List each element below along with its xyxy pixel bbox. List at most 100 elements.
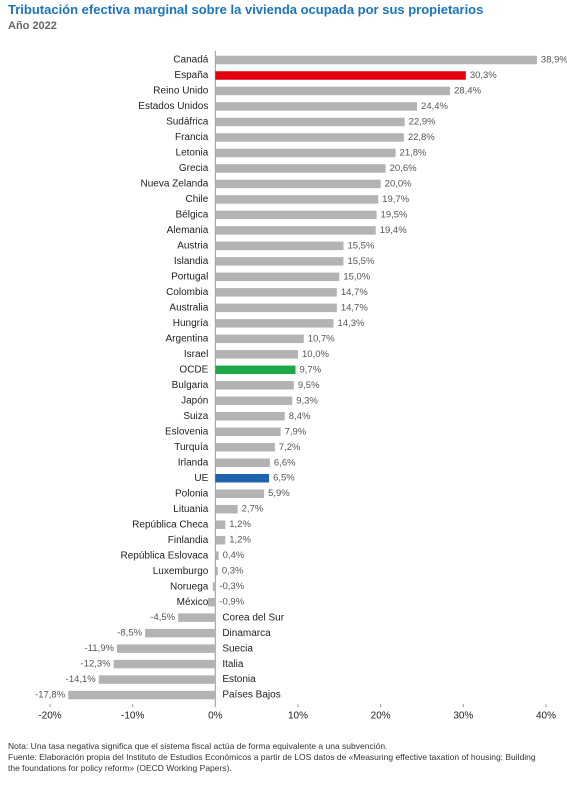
bar bbox=[98, 675, 216, 684]
notes: Nota: Una tasa negativa significa que el… bbox=[8, 741, 548, 774]
category-label: República Eslovaca bbox=[121, 550, 209, 561]
category-label: Polonia bbox=[175, 488, 209, 499]
bar bbox=[215, 55, 537, 65]
value-label: 9,5% bbox=[298, 380, 320, 391]
bar bbox=[215, 86, 451, 96]
value-label: 0,4% bbox=[223, 550, 245, 561]
category-label: Luxemburgo bbox=[153, 566, 209, 577]
bar bbox=[215, 164, 386, 173]
bar bbox=[215, 443, 275, 452]
category-label: Grecia bbox=[179, 163, 209, 174]
category-label: Alemania bbox=[167, 225, 209, 236]
value-label: -11,9% bbox=[85, 643, 115, 654]
value-label: 10,7% bbox=[308, 333, 335, 344]
value-label: -14,1% bbox=[66, 674, 97, 685]
x-tick-label: 20% bbox=[371, 711, 391, 722]
category-label: Noruega bbox=[170, 581, 209, 592]
x-tick-label: -10% bbox=[121, 711, 144, 722]
value-label: -4,5% bbox=[150, 612, 175, 623]
value-label: 15,5% bbox=[347, 256, 374, 267]
category-label: Islandia bbox=[174, 256, 209, 267]
category-label: UE bbox=[194, 473, 208, 484]
category-label: Países Bajos bbox=[222, 690, 280, 701]
value-label: 15,5% bbox=[347, 240, 374, 251]
category-label: Chile bbox=[186, 194, 209, 205]
note: Fuente: Elaboración propia del Instituto… bbox=[8, 752, 536, 773]
bar bbox=[215, 365, 296, 375]
bar bbox=[116, 644, 216, 653]
category-label: Canadá bbox=[173, 55, 208, 66]
value-label: 6,6% bbox=[274, 457, 296, 468]
category-label: Bélgica bbox=[176, 210, 209, 221]
bar bbox=[215, 520, 226, 529]
bar bbox=[113, 659, 216, 669]
category-label: Suiza bbox=[183, 411, 208, 422]
x-tick-label: 0% bbox=[208, 711, 223, 722]
value-label: 7,9% bbox=[285, 426, 307, 437]
note: Nota: Una tasa negativa significa que el… bbox=[8, 741, 388, 751]
bar bbox=[215, 257, 344, 266]
value-label: 14,7% bbox=[341, 287, 368, 298]
bar bbox=[215, 412, 285, 421]
value-label: 2,7% bbox=[242, 504, 264, 515]
bar bbox=[215, 334, 304, 344]
bar bbox=[215, 133, 404, 142]
category-label: Japón bbox=[181, 395, 208, 406]
category-label: Dinamarca bbox=[222, 628, 271, 639]
bar bbox=[215, 504, 238, 514]
bar bbox=[215, 71, 466, 80]
value-label: 21,8% bbox=[400, 147, 427, 158]
category-label: Australia bbox=[169, 302, 208, 313]
x-tick-label: 10% bbox=[288, 711, 308, 722]
value-label: 1,2% bbox=[229, 535, 251, 546]
value-label: -12,3% bbox=[81, 659, 112, 670]
value-label: 1,2% bbox=[229, 519, 251, 530]
value-label: -17,8% bbox=[35, 690, 66, 701]
category-label: Sudáfrica bbox=[166, 117, 209, 128]
bar bbox=[215, 272, 340, 282]
bar bbox=[215, 195, 379, 204]
bar bbox=[145, 628, 216, 638]
value-label: -8,5% bbox=[117, 628, 142, 639]
bar bbox=[215, 117, 405, 127]
bar bbox=[68, 690, 216, 700]
bar bbox=[212, 582, 216, 591]
category-label: Reino Unido bbox=[153, 86, 208, 97]
x-tick-label: -20% bbox=[38, 711, 61, 722]
category-label: Francia bbox=[175, 132, 209, 143]
bar bbox=[215, 551, 219, 560]
category-label: Finlandia bbox=[168, 535, 209, 546]
value-label: 8,4% bbox=[289, 411, 311, 422]
value-label: 28,4% bbox=[454, 85, 481, 96]
bar bbox=[215, 473, 270, 483]
bar bbox=[178, 613, 216, 622]
bar bbox=[215, 241, 344, 251]
category-label: Estados Unidos bbox=[138, 101, 208, 112]
value-label: 5,9% bbox=[268, 488, 290, 499]
category-label: Nueva Zelanda bbox=[141, 179, 209, 190]
category-label: Turquía bbox=[174, 442, 209, 453]
value-label: 19,4% bbox=[380, 225, 407, 236]
value-label: 22,9% bbox=[409, 116, 436, 127]
value-label: 9,7% bbox=[300, 364, 322, 375]
category-label: Hungría bbox=[173, 318, 209, 329]
category-label: Colombia bbox=[166, 287, 209, 298]
category-label: México bbox=[177, 597, 209, 608]
chart-subtitle: Año 2022 bbox=[8, 20, 57, 32]
value-label: 9,3% bbox=[296, 395, 318, 406]
category-label: Bulgaria bbox=[172, 380, 209, 391]
bar bbox=[215, 535, 226, 545]
category-label: Suecia bbox=[222, 643, 253, 654]
category-label: Israel bbox=[184, 349, 208, 360]
category-label: Estonia bbox=[222, 674, 256, 685]
value-label: 22,8% bbox=[408, 132, 435, 143]
bar bbox=[215, 458, 270, 467]
chart: -20% -10% 0% 10% 20% 30% 40% Canadá 38,9% España 3… bbox=[35, 51, 567, 722]
value-label: 0,3% bbox=[222, 566, 244, 577]
category-label: Letonia bbox=[176, 148, 209, 159]
bar bbox=[215, 566, 218, 576]
value-label: 30,3% bbox=[470, 70, 497, 81]
value-label: 20,0% bbox=[385, 178, 412, 189]
category-label: Lituania bbox=[173, 504, 208, 515]
